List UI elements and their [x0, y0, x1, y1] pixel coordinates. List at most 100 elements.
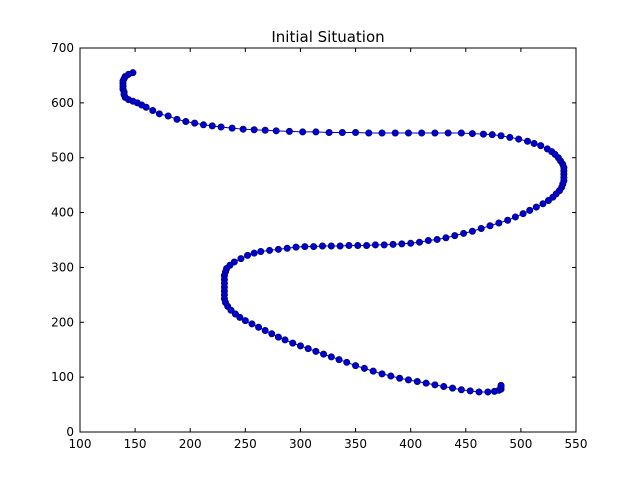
data-point: [320, 350, 328, 358]
data-point: [431, 129, 439, 137]
x-tick-label: 500: [509, 437, 532, 451]
data-point: [343, 358, 351, 366]
series-layer: [119, 69, 568, 396]
data-point: [250, 249, 258, 257]
data-point: [460, 229, 468, 237]
data-point: [149, 107, 157, 115]
data-point: [208, 122, 216, 130]
data-point: [415, 238, 423, 246]
data-point: [440, 382, 448, 390]
data-point: [537, 142, 545, 150]
data-point: [338, 128, 346, 136]
data-point: [532, 203, 540, 211]
data-point: [486, 222, 494, 230]
data-point: [304, 345, 312, 353]
x-tick-label: 550: [565, 437, 588, 451]
data-point: [457, 386, 465, 394]
data-point: [468, 130, 476, 138]
data-point: [244, 251, 252, 259]
x-tick-label: 350: [344, 437, 367, 451]
x-tick-label: 250: [234, 437, 257, 451]
y-tick-label: 500: [51, 151, 74, 165]
data-point: [363, 241, 371, 249]
data-point: [526, 206, 534, 214]
data-point: [164, 112, 172, 120]
data-point: [261, 327, 269, 335]
data-point: [274, 245, 282, 253]
y-tick-label: 0: [66, 425, 74, 439]
x-tick-label: 300: [289, 437, 312, 451]
data-point: [389, 240, 397, 248]
data-point: [182, 118, 190, 126]
data-point: [442, 234, 450, 242]
data-point: [544, 197, 552, 205]
data-point: [511, 213, 519, 221]
data-point: [325, 128, 333, 136]
data-point: [283, 244, 291, 252]
x-tick-label: 150: [124, 437, 147, 451]
data-point: [318, 242, 326, 250]
data-point: [497, 381, 505, 389]
data-point: [217, 123, 225, 131]
data-point: [292, 243, 300, 251]
data-point: [413, 378, 421, 386]
data-point: [380, 241, 388, 249]
x-tick-label: 200: [179, 437, 202, 451]
data-point: [396, 374, 404, 382]
data-point: [281, 336, 289, 344]
y-tick-label: 600: [51, 96, 74, 110]
data-point: [354, 241, 362, 249]
data-point: [312, 347, 320, 355]
data-point: [371, 241, 379, 249]
data-point: [250, 126, 258, 134]
data-point: [422, 379, 430, 387]
data-point: [237, 255, 245, 263]
data-point: [301, 243, 309, 251]
data-point: [539, 200, 547, 208]
data-point: [299, 128, 307, 136]
data-point: [451, 232, 459, 240]
data-point: [352, 362, 360, 370]
data-point: [327, 353, 335, 361]
data-point: [369, 367, 377, 375]
data-point: [335, 356, 343, 364]
data-point: [387, 372, 395, 380]
data-point: [274, 333, 282, 341]
chart-title: Initial Situation: [271, 28, 384, 46]
data-point: [519, 210, 527, 218]
data-point: [173, 115, 181, 123]
data-point: [191, 119, 199, 127]
data-point: [352, 128, 360, 136]
data-point: [261, 126, 269, 134]
data-point: [336, 242, 344, 250]
data-point: [468, 227, 476, 235]
data-point: [199, 121, 207, 129]
data-point: [466, 387, 474, 395]
data-point: [310, 243, 318, 251]
data-point: [444, 129, 452, 137]
data-point: [391, 129, 399, 137]
data-point: [488, 131, 496, 139]
data-point: [431, 381, 439, 389]
data-point: [241, 317, 249, 325]
data-point: [155, 110, 163, 118]
data-point: [239, 125, 247, 133]
tick-layer: 100 150 200 250 300 350 400 450 500 5500100200300…: [51, 41, 587, 451]
data-point: [449, 384, 457, 392]
data-point: [484, 388, 492, 396]
data-point: [433, 235, 441, 243]
data-point: [404, 376, 412, 384]
data-point: [404, 129, 412, 137]
data-point: [266, 246, 274, 254]
data-point: [506, 133, 514, 141]
data-point: [228, 124, 236, 132]
data-point: [407, 239, 415, 247]
data-point: [227, 306, 235, 314]
data-point: [495, 219, 503, 227]
data-point: [285, 127, 293, 135]
data-point: [327, 242, 335, 250]
y-tick-label: 100: [51, 370, 74, 384]
data-point: [477, 224, 485, 232]
